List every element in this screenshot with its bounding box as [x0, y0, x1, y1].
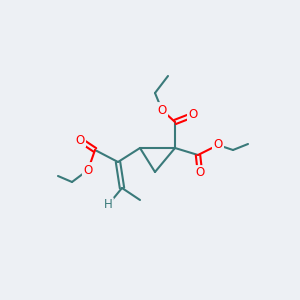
Text: O: O — [213, 139, 223, 152]
Text: H: H — [103, 199, 112, 212]
Text: O: O — [158, 103, 166, 116]
Text: O: O — [188, 109, 198, 122]
Text: O: O — [75, 134, 85, 146]
Text: O: O — [83, 164, 93, 176]
Text: O: O — [195, 167, 205, 179]
